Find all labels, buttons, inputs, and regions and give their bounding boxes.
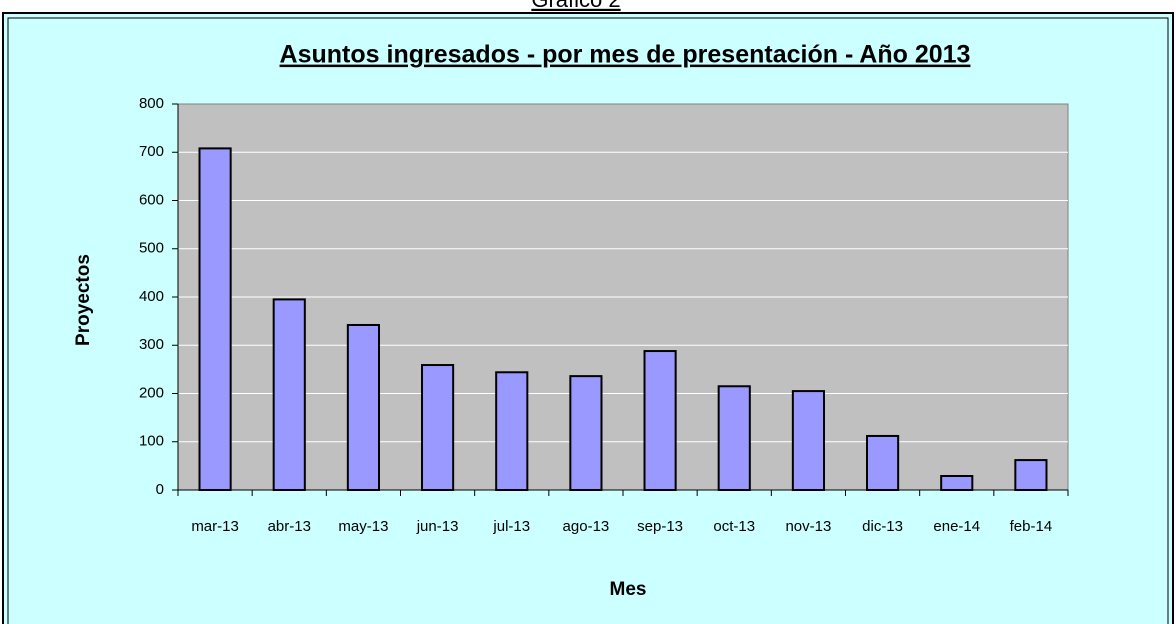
y-tick-label: 600	[139, 191, 164, 208]
bar	[346, 323, 380, 491]
bar	[1014, 459, 1048, 491]
x-tick-label: ene-14	[933, 518, 980, 535]
y-tick-label: 100	[139, 433, 164, 450]
x-tick-label: feb-14	[1010, 518, 1053, 535]
x-tick-label: ago-13	[563, 518, 610, 535]
bar	[569, 375, 603, 492]
bar	[791, 390, 825, 491]
y-tick-label: 400	[139, 288, 164, 305]
chart-title: Asuntos ingresados - por mes de presenta…	[280, 41, 971, 69]
x-axis-label: Mes	[610, 579, 647, 600]
y-tick-label: 0	[156, 481, 164, 498]
bar	[643, 350, 677, 492]
x-tick-label: jul-13	[492, 518, 530, 535]
bar	[866, 434, 900, 491]
x-tick-label: mar-13	[191, 518, 239, 535]
x-tick-label: oct-13	[713, 518, 755, 535]
y-tick-label: 500	[139, 240, 164, 257]
x-tick-label: may-13	[338, 518, 388, 535]
x-tick-label: nov-13	[785, 518, 831, 535]
y-tick-label: 800	[139, 95, 164, 112]
y-axis-label: Proyectos	[73, 254, 94, 346]
bar	[717, 385, 751, 492]
bar	[495, 371, 529, 491]
x-tick-label: sep-13	[637, 518, 683, 535]
y-tick-label: 700	[139, 143, 164, 160]
y-tick-label: 300	[139, 336, 164, 353]
bar	[421, 364, 455, 491]
bar	[272, 298, 306, 491]
header: Gráfico 2	[531, 0, 620, 12]
bar	[198, 147, 232, 491]
x-tick-label: abr-13	[268, 518, 311, 535]
y-tick-label: 200	[139, 384, 164, 401]
x-tick-label: dic-13	[862, 518, 903, 535]
chart-frame-inner	[7, 17, 1169, 624]
x-tick-label: jun-13	[416, 518, 459, 535]
bar	[940, 475, 974, 492]
